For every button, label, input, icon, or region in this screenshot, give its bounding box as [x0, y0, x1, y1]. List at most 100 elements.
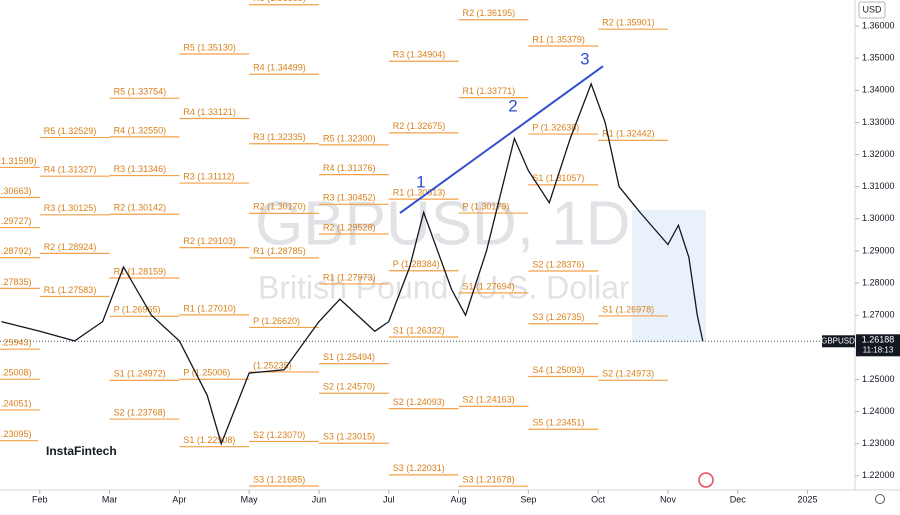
pivot-label: .30663): [1, 186, 32, 196]
pivot-label: S1 (1.26322): [393, 325, 445, 335]
pivot-label: 1.31599): [1, 156, 37, 166]
x-tick-label: Jul: [383, 494, 395, 504]
pivot-label: S3 (1.21678): [463, 475, 515, 485]
x-tick-label: Mar: [102, 494, 118, 504]
pivot-label: R2 (1.30142): [114, 203, 167, 213]
pivot-label: R5 (1.33754): [114, 87, 167, 97]
pivot-label: R4 (1.31327): [44, 165, 97, 175]
x-tick-label: May: [241, 494, 259, 504]
pivot-label: R5 (1.32300): [323, 133, 376, 143]
pivot-label: R1 (1.32442): [602, 129, 655, 139]
pivot-label: S1 (1.24972): [114, 369, 166, 379]
pivot-label: .29727): [1, 216, 32, 226]
pivot-label: .25008): [1, 368, 32, 378]
settings-icon[interactable]: [875, 494, 885, 504]
pivot-label: S4 (1.25093): [532, 365, 584, 375]
last-price-label: 1.26188: [862, 335, 895, 345]
wave-label: 1: [416, 173, 425, 192]
pivot-label: S2 (1.23768): [114, 407, 166, 417]
symbol-box: [822, 335, 855, 348]
pivot-label: R2 (1.32675): [393, 121, 446, 131]
pivot-label: P (1.28384): [393, 259, 440, 269]
y-tick-label: 1.31000: [862, 181, 895, 191]
pivot-label: S5 (1.23451): [532, 418, 584, 428]
pivot-label: R3 (1.30125): [44, 203, 97, 213]
pivot-label: R5 (1.35130): [183, 42, 236, 52]
pivot-label: S1 (1.31057): [532, 173, 584, 183]
x-tick-label: Dec: [730, 494, 747, 504]
pivot-label: R2 (1.29103): [183, 236, 236, 246]
pivot-label: R4 (1.33121): [183, 107, 236, 117]
watermark: GBPUSD, 1D British Pound / U.S. Dollar: [255, 189, 631, 305]
pivot-label: R4 (1.34499): [253, 63, 306, 73]
pivot-label: S2 (1.24163): [463, 395, 515, 405]
y-tick-label: 1.33000: [862, 117, 895, 127]
trend-line: [399, 65, 604, 214]
currency-box[interactable]: [858, 1, 886, 19]
y-tick-label: 1.25000: [862, 374, 895, 384]
pivot-label: P (1.26620): [253, 316, 300, 326]
pivot-label: P (1.32638): [532, 122, 579, 132]
pivot-label: S1 (1.27694): [463, 281, 515, 291]
pivot-label: P (1.26965): [114, 305, 161, 315]
pivot-label: R3 (1.32335): [253, 132, 306, 142]
y-tick-label: 1.29000: [862, 245, 895, 255]
price-box: [856, 334, 900, 357]
x-tick-label: 2025: [798, 494, 818, 504]
pivot-label: R3 (1.34904): [393, 50, 446, 60]
pivot-label: R1 (1.27583): [44, 285, 97, 295]
pivot-label: P (1.30179): [463, 201, 510, 211]
y-tick-label: 1.24000: [862, 406, 895, 416]
pivot-label: S1 (1.25494): [323, 352, 375, 362]
pivot-label: R2 (1.30170): [253, 202, 306, 212]
pivot-label: R4 (1.32550): [114, 125, 167, 135]
pivot-label: R1 (1.27973): [323, 272, 376, 282]
pivot-label: .28792): [1, 246, 32, 256]
y-tick-label: 1.22000: [862, 470, 895, 480]
pivot-label: R5 (1.36663): [253, 0, 306, 3]
brand-logo: InstaFintech: [46, 444, 117, 458]
x-tick-label: Feb: [32, 494, 48, 504]
pivot-label: R1 (1.33771): [463, 86, 516, 96]
x-tick-label: Nov: [660, 494, 677, 504]
price-line: [1, 82, 704, 446]
x-tick-label: Sep: [520, 494, 536, 504]
x-tick-label: Oct: [591, 494, 606, 504]
pivot-label: S2 (1.24570): [323, 382, 375, 392]
y-tick-label: 1.36000: [862, 20, 895, 30]
pivot-label: R1 (1.28159): [114, 266, 167, 276]
countdown: 11:18:13: [863, 345, 894, 354]
y-tick-label: 1.23000: [862, 438, 895, 448]
watermark-subtitle: British Pound / U.S. Dollar: [258, 269, 630, 305]
pivot-label: S2 (1.24973): [602, 369, 654, 379]
pivot-label: .24051): [1, 398, 32, 408]
pivot-label: S3 (1.21685): [253, 474, 305, 484]
pivot-label: R1 (1.30613): [393, 187, 446, 197]
currency[interactable]: USD: [862, 4, 882, 14]
pivot-label: (1.25235): [253, 360, 292, 370]
watermark-title: GBPUSD, 1D: [255, 189, 631, 258]
pivot-label: P (1.25006): [183, 368, 230, 378]
x-tick-label: Apr: [172, 494, 186, 504]
symbol-label: GBPUSD: [821, 336, 855, 345]
x-tick-label: Aug: [451, 494, 467, 504]
pivot-label: S2 (1.28376): [532, 259, 584, 269]
pivot-label: R1 (1.35379): [532, 34, 585, 44]
pivot-label: R4 (1.31376): [323, 163, 376, 173]
wave-label: 3: [580, 50, 589, 69]
pivot-label: .27835): [1, 277, 32, 287]
pivot-label: S1 (1.26978): [602, 304, 654, 314]
pivot-label: R1 (1.28785): [253, 246, 306, 256]
y-tick-label: 1.30000: [862, 213, 895, 223]
pivot-label: R2 (1.36195): [463, 8, 516, 18]
wave-label: 2: [508, 96, 517, 115]
pivot-label: S3 (1.26735): [532, 312, 584, 322]
pivot-label: R3 (1.31112): [183, 171, 234, 181]
pivot-label: S3 (1.23015): [323, 432, 375, 442]
y-tick-label: 1.27000: [862, 310, 895, 320]
pivot-label: R5 (1.32529): [44, 126, 97, 136]
pivot-label: S1 (1.22908): [183, 435, 235, 445]
alert-icon[interactable]: [698, 472, 714, 488]
